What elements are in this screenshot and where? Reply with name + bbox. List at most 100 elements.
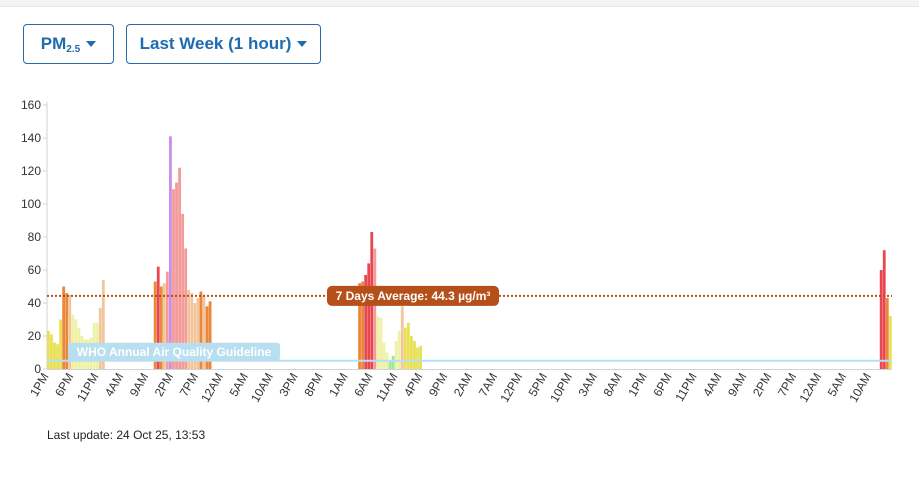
bar	[379, 317, 383, 369]
bar	[190, 293, 194, 369]
bar	[391, 355, 395, 369]
last-update-text: Last update: 24 Oct 25, 13:53	[47, 428, 206, 442]
x-tick-label: 10PM	[547, 371, 575, 405]
x-tick-label: 7PM	[775, 371, 799, 399]
bar	[71, 314, 75, 369]
bar	[47, 331, 50, 369]
caret-down-icon	[86, 41, 97, 47]
average-badge	[327, 285, 499, 306]
x-tick-label: 4AM	[102, 371, 126, 399]
y-tick-label: 100	[21, 197, 41, 211]
bar	[205, 306, 209, 369]
x-tick-label: 5PM	[526, 371, 550, 399]
bar	[196, 298, 200, 369]
bar	[159, 286, 163, 369]
who-guideline-label: WHO Annual Air Quality Guideline	[77, 345, 272, 359]
bar	[59, 319, 63, 369]
x-tick-label: 2AM	[451, 371, 475, 399]
y-tick-label: 0	[34, 362, 41, 376]
bar	[413, 340, 416, 369]
x-tick-label: 4PM	[401, 371, 425, 399]
x-tick-label: 9PM	[426, 371, 450, 399]
y-tick-label: 20	[28, 329, 42, 343]
time-range-dropdown[interactable]: Last Week (1 hour)	[126, 24, 321, 64]
bar	[397, 331, 401, 369]
time-range-label: Last Week (1 hour)	[139, 34, 292, 53]
x-tick-label: 6PM	[650, 371, 674, 399]
y-tick-label: 120	[21, 164, 41, 178]
bar	[888, 316, 892, 369]
bar	[373, 248, 377, 369]
x-tick-label: 5AM	[825, 371, 849, 399]
bar	[364, 274, 368, 369]
x-tick-label: 7PM	[177, 371, 201, 399]
bar	[358, 283, 361, 369]
bar	[169, 136, 172, 369]
x-tick-label: 9AM	[725, 371, 749, 399]
y-tick-label: 60	[28, 263, 42, 277]
bar	[165, 271, 169, 369]
x-tick-label: 3PM	[276, 371, 300, 399]
x-tick-label: 1AM	[326, 371, 350, 399]
bar	[367, 263, 371, 369]
bar	[53, 342, 56, 369]
bar	[50, 334, 53, 369]
bar	[153, 281, 157, 369]
x-tick-label: 8AM	[600, 371, 624, 399]
chart-card	[0, 6, 919, 485]
x-tick-label: 2PM	[750, 371, 774, 399]
x-tick-label: 1PM	[27, 371, 51, 399]
x-tick-label: 12PM	[497, 371, 525, 405]
pm25-bar-chart: 0 20 40 60 80 100 120 140 160 WHO Annual Air Qual…	[21, 98, 892, 405]
bar	[62, 286, 66, 369]
x-tick-label: 2PM	[152, 371, 176, 399]
bar	[175, 182, 178, 369]
bar	[410, 336, 413, 369]
bar	[172, 189, 175, 369]
x-tick-label: 5AM	[227, 371, 251, 399]
x-tick-label: 6AM	[351, 371, 375, 399]
x-tick-label: 1PM	[625, 371, 649, 399]
bar	[394, 340, 398, 369]
x-tick-label: 11PM	[672, 371, 699, 404]
x-tick-label: 12AM	[797, 371, 825, 405]
pollutant-dropdown[interactable]: PM2.5	[23, 24, 114, 64]
bar	[419, 345, 422, 369]
y-tick-label: 160	[21, 98, 41, 112]
x-tick-label: 9AM	[127, 371, 151, 399]
who-guideline-badge	[68, 342, 280, 361]
bar	[56, 344, 59, 369]
bar	[101, 279, 105, 369]
bar	[202, 296, 206, 369]
bar	[199, 291, 203, 369]
bar	[376, 316, 380, 369]
bar	[208, 301, 212, 369]
y-tick-label: 80	[28, 230, 42, 244]
bar	[65, 293, 69, 369]
y-tick-label: 140	[21, 131, 41, 145]
x-tick-label: 10AM	[248, 371, 276, 405]
x-tick-label: 8PM	[301, 371, 325, 399]
bar	[181, 213, 185, 369]
bar	[416, 347, 419, 369]
bar	[388, 360, 392, 369]
bar	[406, 322, 410, 369]
bar	[403, 327, 407, 369]
x-tick-label: 12AM	[198, 371, 226, 405]
bar	[879, 270, 883, 369]
bar	[162, 283, 166, 369]
bar	[361, 281, 365, 369]
bar	[885, 298, 889, 369]
x-tick-label: 10AM	[846, 371, 874, 405]
x-tick-label: 7AM	[476, 371, 500, 399]
y-tick-label: 40	[28, 296, 42, 310]
bar	[382, 342, 386, 369]
x-tick-label: 11PM	[74, 371, 101, 404]
bar	[156, 266, 160, 369]
caret-down-icon	[297, 41, 308, 47]
bar	[68, 294, 72, 369]
bar	[98, 307, 102, 369]
bar	[187, 289, 191, 369]
x-tick-label: 3AM	[576, 371, 600, 399]
x-tick-label: 11AM	[373, 371, 400, 404]
